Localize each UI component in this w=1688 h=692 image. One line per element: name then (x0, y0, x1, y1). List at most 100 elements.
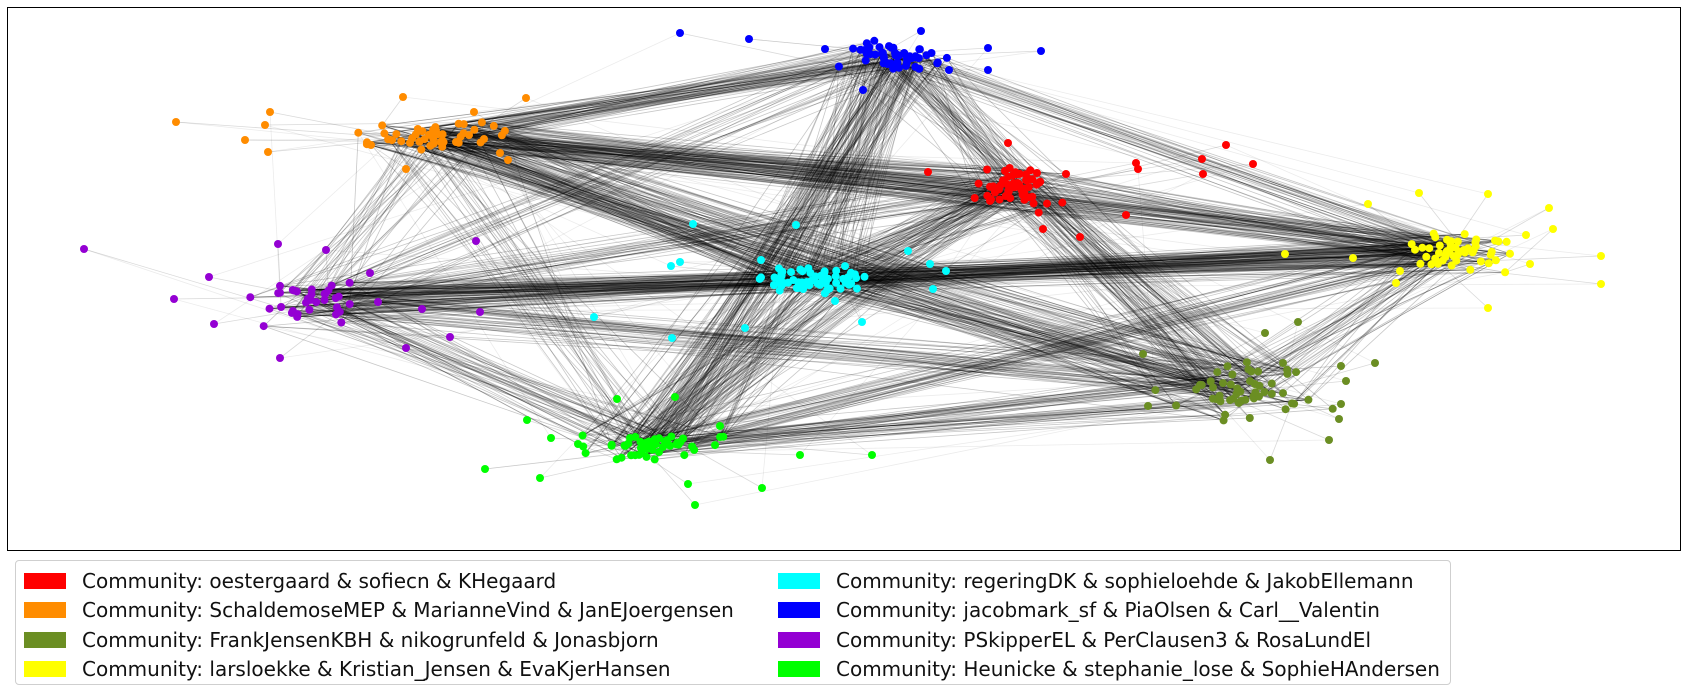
graph-edge (811, 49, 921, 281)
graph-edge (474, 129, 789, 284)
graph-edge (822, 271, 1506, 280)
graph-edge (583, 402, 1239, 447)
graph-edge (646, 408, 1333, 458)
graph-edge (827, 278, 1252, 372)
graph-edge (806, 265, 1452, 283)
graph-node-green (642, 452, 651, 461)
graph-edge (504, 130, 1041, 183)
graph-edge (391, 139, 1018, 175)
graph-edge (974, 197, 1295, 405)
graph-edge (893, 47, 1451, 249)
graph-edge (638, 169, 988, 456)
graph-node-cyan (789, 276, 798, 284)
graph-node-yellow (1427, 260, 1436, 269)
graph-edge (335, 241, 1499, 299)
graph-edge (634, 282, 826, 456)
graph-edge (419, 141, 810, 283)
legend-swatch-cyan (778, 572, 820, 589)
graph-edge (616, 398, 672, 437)
graph-node-cyan (904, 247, 912, 255)
graph-edge (483, 138, 780, 269)
graph-edge (827, 289, 1156, 391)
graph-edge (292, 245, 1476, 291)
graph-edge (671, 399, 1309, 437)
graph-edge (311, 293, 629, 444)
graph-edge (811, 52, 884, 281)
graph-edge (760, 247, 1451, 278)
graph-edge (669, 189, 1022, 447)
graph-edge (773, 269, 1471, 286)
graph-edge (875, 54, 1033, 180)
graph-edge (328, 281, 799, 291)
graph-edge (1004, 170, 1273, 395)
graph-edge (802, 260, 1443, 272)
graph-edge (827, 252, 1440, 280)
graph-edge (325, 247, 1469, 295)
graph-node-green (578, 431, 587, 440)
graph-edge (428, 134, 785, 284)
graph-edge (624, 249, 1416, 446)
graph-edge (297, 191, 1009, 318)
graph-edge (279, 272, 811, 287)
graph-edge (384, 133, 632, 456)
graph-edge (654, 288, 841, 440)
graph-edge (417, 128, 995, 190)
graph-node-purple (476, 308, 484, 316)
graph-edge (646, 242, 1476, 450)
graph-edge (793, 243, 1412, 281)
graph-edge (296, 253, 1447, 292)
graph-edge (1012, 174, 1231, 401)
graph-node-red (1028, 192, 1037, 201)
graph-edge (856, 195, 1006, 289)
graph-node-yellow (1425, 244, 1434, 253)
graph-node-blue (917, 27, 925, 35)
graph-node-green (635, 450, 643, 459)
graph-edge (264, 122, 482, 126)
graph-edge (370, 144, 1288, 371)
graph-edge (501, 134, 1039, 213)
graph-edge (296, 291, 642, 454)
graph-node-cyan (787, 268, 795, 277)
graph-edge (474, 129, 975, 199)
graph-edge (1018, 184, 1237, 395)
graph-edge (883, 58, 1031, 171)
graph-edge (417, 128, 1457, 262)
graph-edge (628, 270, 825, 444)
graph-node-olive (1337, 400, 1345, 408)
graph-edge (311, 277, 857, 295)
graph-edge (931, 52, 1234, 399)
graph-edge (802, 258, 1436, 283)
graph-edge (778, 184, 1020, 269)
graph-edge (856, 56, 916, 289)
graph-edge (783, 282, 1252, 372)
graph-edge (1240, 247, 1469, 392)
graph-edge (640, 285, 782, 449)
graph-node-cyan (836, 284, 845, 293)
graph-node-yellow (1469, 245, 1478, 254)
graph-edge (850, 176, 1009, 274)
graph-node-orange (266, 108, 274, 116)
graph-edge (433, 45, 890, 145)
graph-edge (387, 138, 852, 284)
graph-edge (401, 140, 1427, 258)
graph-edge (669, 249, 1416, 447)
graph-edge (664, 283, 807, 442)
graph-edge (463, 123, 1081, 238)
graph-edge (366, 141, 1013, 176)
graph-node-red (1009, 179, 1018, 187)
graph-edge (611, 54, 927, 447)
graph-edge (993, 188, 1217, 400)
graph-edge (815, 276, 1251, 382)
graph-edge (640, 192, 1025, 443)
graph-edge (405, 168, 622, 458)
graph-edge (468, 134, 1025, 201)
graph-edge (1233, 398, 1330, 441)
graph-edge (827, 241, 1507, 280)
graph-edge (468, 134, 1259, 372)
graph-edge (676, 278, 844, 445)
graph-edge (628, 252, 1440, 444)
graph-edge (919, 48, 1007, 197)
graph-edge (820, 275, 1237, 395)
graph-edge (437, 133, 1037, 186)
graph-edge (793, 197, 1011, 281)
